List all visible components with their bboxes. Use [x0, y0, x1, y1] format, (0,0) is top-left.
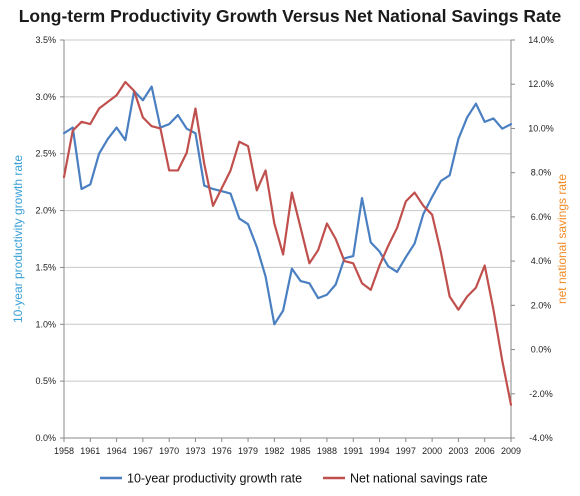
- x-tick-label: 1964: [107, 446, 127, 456]
- y-right-tick-label: 2.0%: [531, 300, 552, 310]
- x-tick-label: 2009: [501, 446, 521, 456]
- x-tick-label: 1988: [317, 446, 337, 456]
- y-left-tick-label: 2.5%: [35, 149, 56, 159]
- x-tick-label: 1958: [54, 446, 74, 456]
- y-right-tick-label: 8.0%: [531, 168, 552, 178]
- y-left-tick-label: 1.0%: [35, 319, 56, 329]
- y-left-tick-label: 1.5%: [35, 262, 56, 272]
- y-left-tick-label: 0.0%: [35, 433, 56, 443]
- series-line-net-national-savings-rate: [62, 80, 513, 406]
- y-right-tick-label: 12.0%: [528, 79, 554, 89]
- y-right-tick-label: -2.0%: [529, 389, 553, 399]
- legend-label: 10-year productivity growth rate: [127, 472, 302, 486]
- x-tick-label: 1985: [291, 446, 311, 456]
- x-tick-label: 1991: [343, 446, 363, 456]
- y-right-tick-label: -4.0%: [529, 433, 553, 443]
- legend-label: Net national savings rate: [350, 472, 488, 486]
- x-tick-label: 1967: [133, 446, 153, 456]
- x-tick-label: 1979: [238, 446, 258, 456]
- x-tick-label: 1994: [370, 446, 390, 456]
- x-tick-label: 1997: [396, 446, 416, 456]
- y-left-tick-label: 0.5%: [35, 376, 56, 386]
- x-tick-label: 2003: [448, 446, 468, 456]
- x-tick-label: 1982: [264, 446, 284, 456]
- x-tick-label: 1970: [159, 446, 179, 456]
- y-right-tick-label: 6.0%: [531, 212, 552, 222]
- y-right-axis-title: net national savings rate: [555, 174, 569, 304]
- y-right-tick-label: 14.0%: [528, 35, 554, 45]
- x-tick-label: 2000: [422, 446, 442, 456]
- y-left-axis-title: 10-year productivity growth rate: [11, 155, 25, 323]
- x-tick-label: 2006: [475, 446, 495, 456]
- y-left-tick-label: 3.0%: [35, 92, 56, 102]
- y-right-tick-label: 0.0%: [531, 345, 552, 355]
- y-left-tick-label: 3.5%: [35, 35, 56, 45]
- y-left-tick-label: 2.0%: [35, 206, 56, 216]
- chart-title: Long-term Productivity Growth Versus Net…: [18, 6, 562, 26]
- y-right-tick-label: 4.0%: [531, 256, 552, 266]
- x-tick-label: 1976: [212, 446, 232, 456]
- y-right-tick-label: 10.0%: [528, 123, 554, 133]
- x-tick-label: 1961: [80, 446, 100, 456]
- x-tick-label: 1973: [185, 446, 205, 456]
- series-line-10-year-productivity-growth-rate: [62, 85, 513, 326]
